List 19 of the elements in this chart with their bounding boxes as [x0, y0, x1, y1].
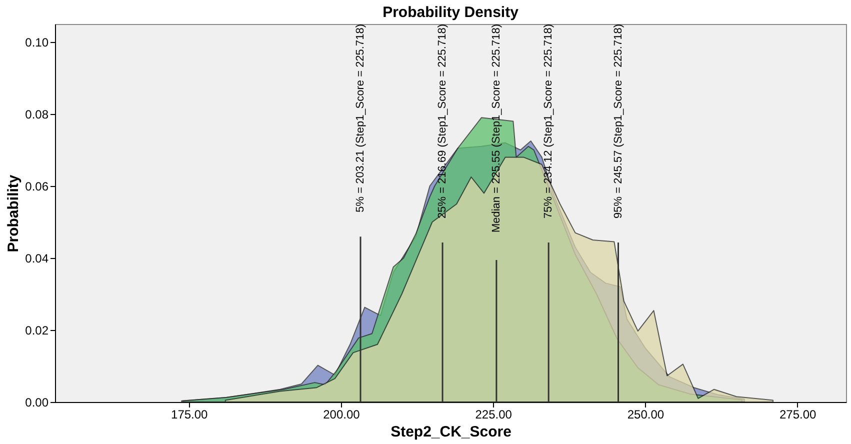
x-tick-label: 275.00 — [779, 408, 816, 422]
ref-line-label: 75% = 234.12 (Step1_Score = 225.718) — [542, 24, 555, 218]
x-axis-title: Step2_CK_Score — [390, 424, 512, 440]
x-tick-label: 225.00 — [475, 408, 512, 422]
y-tick-label: 0.08 — [25, 108, 49, 122]
x-tick-label: 200.00 — [323, 408, 360, 422]
y-axis-title: Probability — [5, 174, 22, 252]
chart-title: Probability Density — [382, 4, 520, 21]
ref-line-label: 25% = 216.69 (Step1_Score = 225.718) — [436, 24, 449, 218]
ref-line-label: 5% = 203.21 (Step1_Score = 225.718) — [354, 24, 367, 212]
y-tick-label: 0.02 — [25, 324, 49, 338]
y-tick-label: 0.06 — [25, 180, 49, 194]
y-tick-label: 0.00 — [25, 396, 49, 410]
ref-line-label: 95% = 245.57 (Step1_Score = 225.718) — [612, 24, 624, 218]
x-tick-label: 175.00 — [171, 408, 208, 422]
ref-line-label: Median = 225.55 (Step1_Score = 225.718) — [490, 24, 502, 233]
y-tick-label: 0.04 — [25, 252, 49, 266]
y-tick-label: 0.10 — [25, 36, 49, 50]
x-tick-label: 250.00 — [627, 408, 664, 422]
